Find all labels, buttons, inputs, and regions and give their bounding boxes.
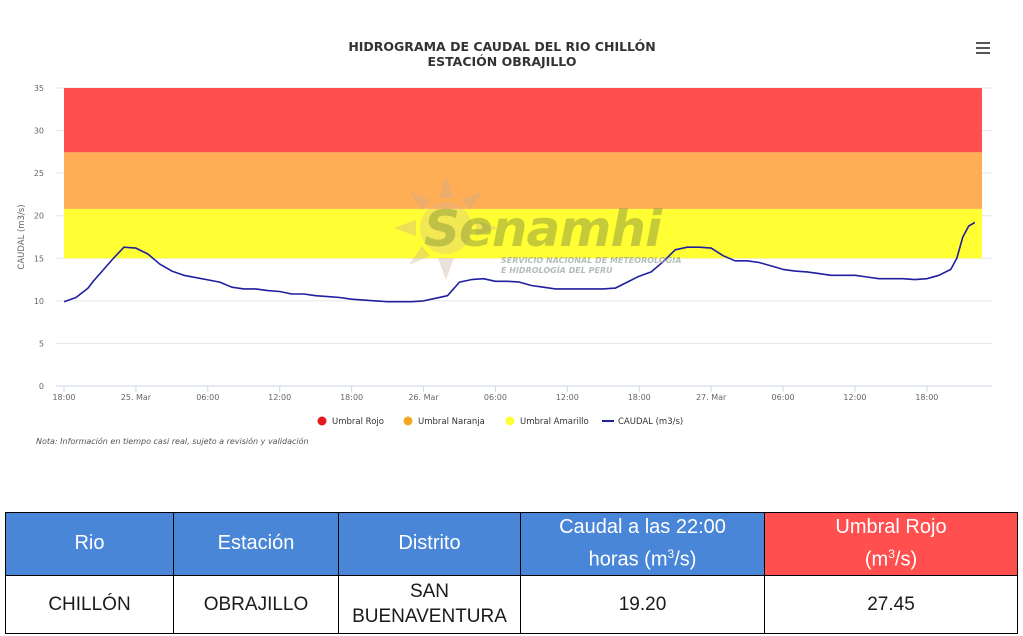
chart-title: HIDROGRAMA DE CAUDAL DEL RIO CHILLÓN	[348, 39, 655, 54]
hamburger-menu-icon[interactable]	[976, 42, 990, 56]
x-tick-label: 18:00	[340, 393, 363, 402]
header-umbral-line2-post: /s)	[894, 548, 918, 571]
header-caudal: Caudal a las 22:00 horas (m3/s)	[520, 512, 765, 576]
table-header-row: Rio Estación Distrito Caudal a las 22:00…	[5, 512, 1018, 576]
x-tick-label: 06:00	[196, 393, 219, 402]
chart-note: Nota: Información en tiempo casi real, s…	[36, 437, 309, 446]
header-distrito: Distrito	[338, 512, 521, 576]
cell-umbral: 27.45	[764, 574, 1018, 634]
y-tick-label: 20	[34, 212, 44, 221]
legend-label: Umbral Naranja	[418, 417, 485, 427]
table-row: CHILLÓN OBRAJILLO SAN BUENAVENTURA 19.20…	[5, 574, 1018, 634]
cell-rio: CHILLÓN	[5, 574, 174, 634]
chart-subtitle: ESTACIÓN OBRAJILLO	[428, 54, 577, 69]
x-tick-label: 06:00	[484, 393, 507, 402]
header-caudal-line2-pre: horas (m	[588, 548, 668, 571]
y-tick-label: 5	[39, 339, 44, 348]
band-umbral-naranja	[64, 152, 982, 209]
header-umbral-line2-pre: (m	[864, 548, 889, 571]
header-estacion: Estación	[173, 512, 339, 576]
y-tick-label: 15	[34, 254, 44, 263]
cell-caudal: 19.20	[520, 574, 765, 634]
legend-label: Umbral Amarillo	[520, 417, 589, 427]
header-umbral-rojo: Umbral Rojo (m3/s)	[764, 512, 1018, 576]
y-tick-label: 0	[39, 382, 44, 391]
legend-marker	[317, 416, 327, 426]
cell-distrito: SAN BUENAVENTURA	[338, 574, 521, 634]
legend-marker	[403, 416, 413, 426]
cell-estacion: OBRAJILLO	[173, 574, 339, 634]
x-tick-label: 12:00	[843, 393, 866, 402]
header-caudal-line2-post: /s)	[674, 548, 697, 571]
x-tick-label: 12:00	[556, 393, 579, 402]
header-umbral-sup: 3	[888, 547, 895, 561]
band-umbral-amarillo	[64, 208, 982, 259]
x-tick-label: 12:00	[268, 393, 291, 402]
header-caudal-line1: Caudal a las 22:00	[559, 516, 726, 538]
y-tick-label: 25	[34, 169, 44, 178]
x-tick-label: 27. Mar	[696, 393, 727, 402]
legend-marker	[505, 416, 515, 426]
header-caudal-sup: 3	[667, 547, 675, 561]
x-tick-label: 25. Mar	[121, 393, 152, 402]
x-tick-label: 26. Mar	[408, 393, 439, 402]
header-umbral-line1: Umbral Rojo	[835, 516, 947, 538]
x-tick-label: 18:00	[52, 393, 75, 402]
y-tick-label: 10	[34, 297, 44, 306]
legend-label: Umbral Rojo	[332, 417, 384, 427]
chart-canvas: HIDROGRAMA DE CAUDAL DEL RIO CHILLÓNESTA…	[17, 39, 992, 427]
cell-distrito-line2: BUENAVENTURA	[352, 606, 507, 628]
cell-distrito-line1: SAN	[409, 581, 450, 603]
band-umbral-rojo	[64, 88, 982, 153]
y-axis-label: CAUDAL (m3/s)	[17, 204, 27, 269]
hydrograph-chart: HIDROGRAMA DE CAUDAL DEL RIO CHILLÓN ESTA…	[17, 39, 992, 446]
y-tick-label: 35	[34, 84, 44, 93]
x-tick-label: 18:00	[915, 393, 938, 402]
legend-label: CAUDAL (m3/s)	[618, 417, 683, 427]
x-tick-label: 06:00	[772, 393, 795, 402]
series-line-caudal	[63, 221, 976, 303]
header-rio: Rio	[5, 512, 174, 576]
x-tick-label: 18:00	[628, 393, 651, 402]
summary-table: Rio Estación Distrito Caudal a las 22:00…	[5, 512, 1018, 634]
y-tick-label: 30	[34, 127, 44, 136]
